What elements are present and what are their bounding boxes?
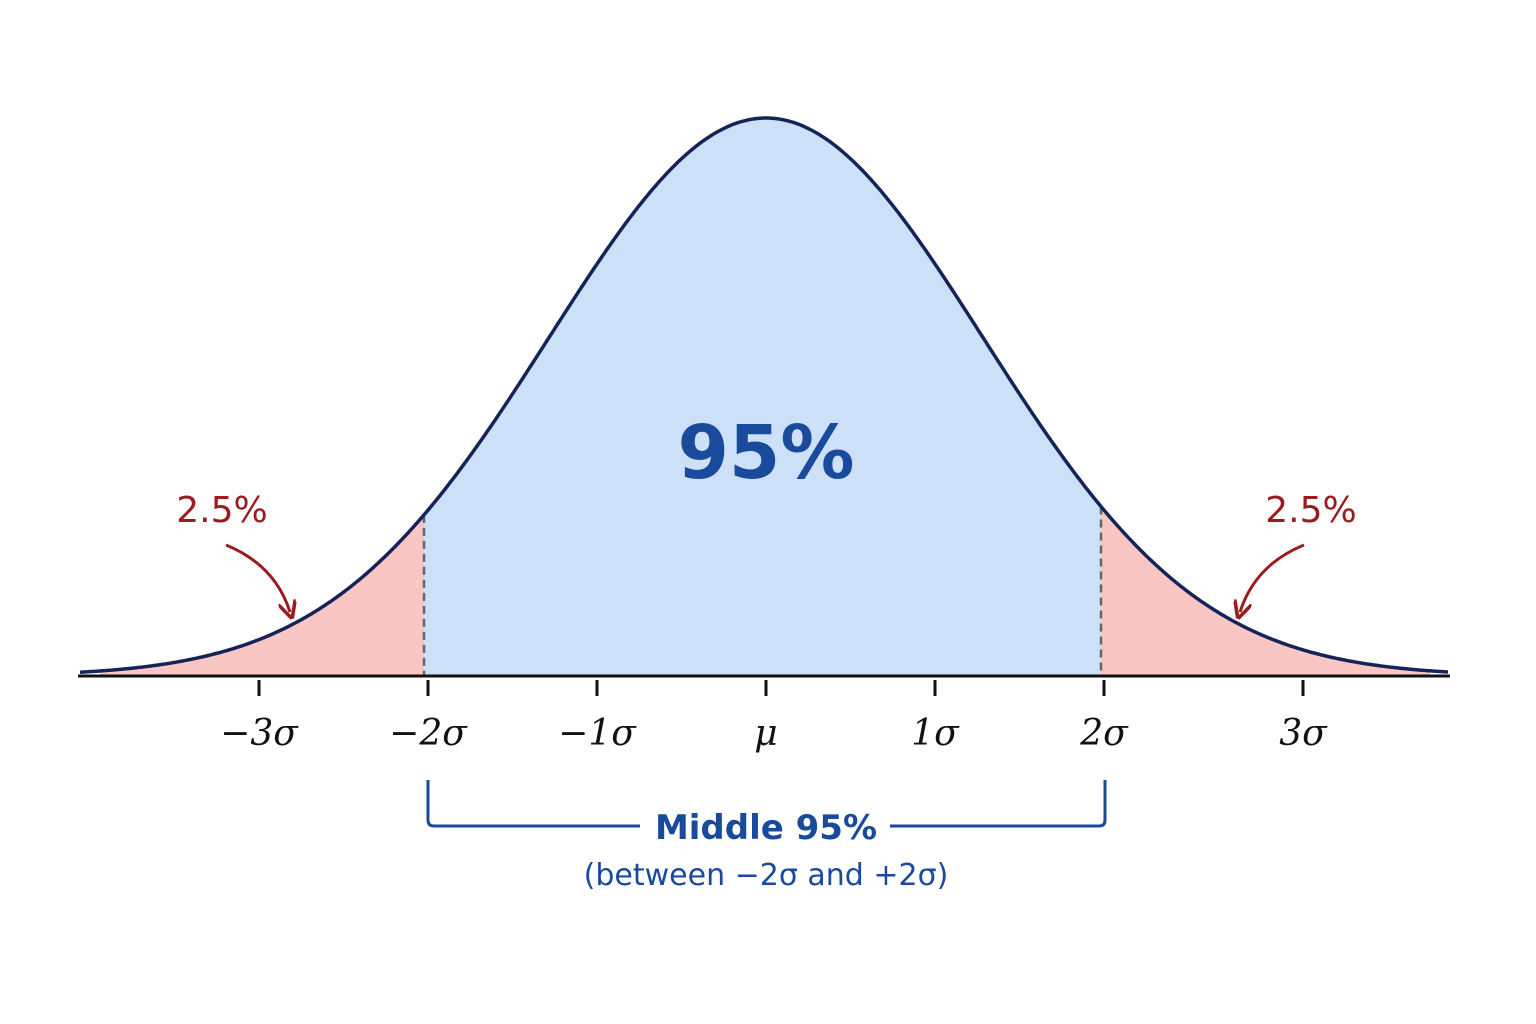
left-tail-label: 2.5%: [176, 490, 267, 531]
lines: [78, 116, 1450, 696]
tick-label: −1σ: [558, 713, 637, 754]
tick-label: −2σ: [389, 713, 468, 754]
left-tail: [100, 514, 424, 676]
right-tail-label: 2.5%: [1265, 490, 1356, 531]
center-label: 95%: [677, 410, 854, 496]
left-arrow: [225, 543, 290, 612]
middle-area: [424, 118, 1101, 676]
tick-label: −3σ: [220, 713, 299, 754]
bracket-subtitle: (between −2σ and +2σ): [584, 858, 949, 893]
tick-label: 1σ: [911, 713, 960, 754]
bracket: [426, 780, 1107, 828]
tick-label: μ: [754, 713, 777, 754]
bracket-title: Middle 95%: [655, 808, 877, 848]
right-tail: [1101, 506, 1430, 676]
areas: [100, 118, 1430, 676]
curve: [79, 116, 1449, 674]
right-arrow: [1240, 543, 1305, 612]
tick-label: 3σ: [1279, 713, 1328, 754]
tick-label: 2σ: [1079, 713, 1129, 754]
